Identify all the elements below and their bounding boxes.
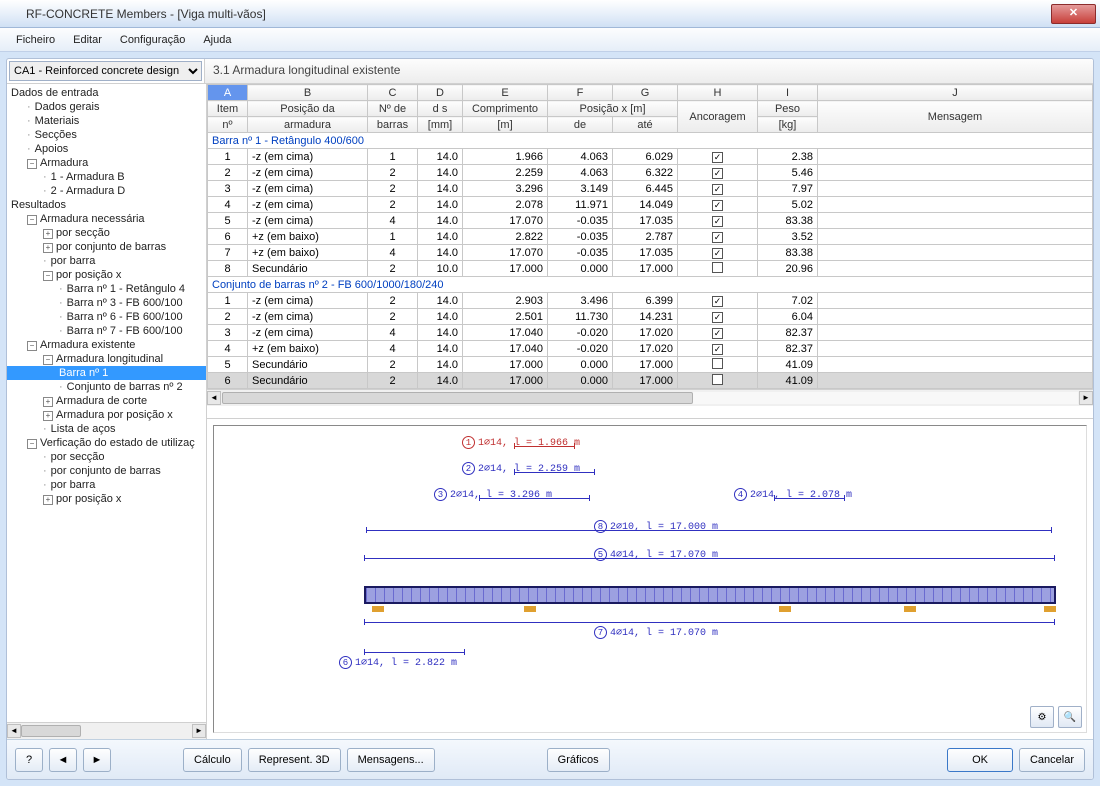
tree-armadura-longitudinal[interactable]: −Armadura longitudinal bbox=[7, 352, 206, 366]
diagram-options-button[interactable]: ⚙ bbox=[1030, 706, 1054, 728]
app-icon bbox=[4, 6, 20, 22]
table-scrollbar[interactable]: ◄ ► bbox=[207, 389, 1093, 406]
diagram-zoom-button[interactable]: 🔍 bbox=[1058, 706, 1082, 728]
tree-barra-1[interactable]: Barra nº 1 - Retângulo 4 bbox=[7, 282, 206, 296]
rebar-label-7: 74⌀14, l = 17.070 m bbox=[594, 626, 718, 639]
table-row[interactable]: 1-z (em cima)214.02.9033.4966.399✓7.02 bbox=[208, 293, 1093, 309]
table-row[interactable]: 5Secundário214.017.0000.00017.00041.09 bbox=[208, 357, 1093, 373]
table-row[interactable]: 7+z (em baixo)414.017.070-0.03517.035✓83… bbox=[208, 245, 1093, 261]
reinforcement-diagram[interactable]: ⚙ 🔍 11⌀14, l = 1.966 m 22⌀14, l = 2.259 m… bbox=[207, 418, 1093, 739]
menu-file[interactable]: Ficheiro bbox=[8, 32, 63, 48]
tree-materiais[interactable]: Materiais bbox=[7, 114, 206, 128]
navigation-tree-panel: Dados de entrada Dados gerais Materiais … bbox=[7, 84, 207, 739]
rebar-label-2: 22⌀14, l = 2.259 m bbox=[462, 462, 580, 475]
navigation-tree[interactable]: Dados de entrada Dados gerais Materiais … bbox=[7, 84, 206, 722]
cancel-button[interactable]: Cancelar bbox=[1019, 748, 1085, 772]
tree-ver-seccao[interactable]: por secção bbox=[7, 450, 206, 464]
col-b[interactable]: B bbox=[248, 85, 368, 101]
tree-armadura-posicao-x[interactable]: +Armadura por posição x bbox=[7, 408, 206, 422]
table-row[interactable]: 3-z (em cima)414.017.040-0.02017.020✓82.… bbox=[208, 325, 1093, 341]
table-row[interactable]: 8Secundário210.017.0000.00017.00020.96 bbox=[208, 261, 1093, 277]
menu-bar: Ficheiro Editar Configuração Ajuda bbox=[0, 28, 1100, 52]
close-button[interactable]: ✕ bbox=[1051, 4, 1096, 24]
ok-button[interactable]: OK bbox=[947, 748, 1013, 772]
support-icon bbox=[372, 606, 384, 612]
tree-ver-conjunto[interactable]: por conjunto de barras bbox=[7, 464, 206, 478]
rebar-label-6: 61⌀14, l = 2.822 m bbox=[339, 656, 457, 669]
tree-barra-1-sel[interactable]: Barra nº 1 bbox=[7, 366, 206, 380]
support-icon bbox=[1044, 606, 1056, 612]
tree-por-barra[interactable]: por barra bbox=[7, 254, 206, 268]
support-icon bbox=[904, 606, 916, 612]
tree-lista-acos[interactable]: Lista de aços bbox=[7, 422, 206, 436]
menu-config[interactable]: Configuração bbox=[112, 32, 193, 48]
tree-dados-gerais[interactable]: Dados gerais bbox=[7, 100, 206, 114]
title-bar: RF-CONCRETE Members - [Viga multi-vãos] … bbox=[0, 0, 1100, 28]
tree-armadura-corte[interactable]: +Armadura de corte bbox=[7, 394, 206, 408]
tree-armadura-d[interactable]: 2 - Armadura D bbox=[7, 184, 206, 198]
rebar-label-4: 42⌀14, l = 2.078 m bbox=[734, 488, 852, 501]
menu-help[interactable]: Ajuda bbox=[195, 32, 239, 48]
col-h[interactable]: H bbox=[678, 85, 758, 101]
col-a[interactable]: A bbox=[208, 85, 248, 101]
table-row[interactable]: 6+z (em baixo)114.02.822-0.0352.787✓3.52 bbox=[208, 229, 1093, 245]
table-row[interactable]: 1-z (em cima)114.01.9664.0636.029✓2.38 bbox=[208, 149, 1093, 165]
prev-button[interactable]: ◄ bbox=[49, 748, 77, 772]
panel-title: 3.1 Armadura longitudinal existente bbox=[205, 59, 1093, 83]
rebar-label-1: 11⌀14, l = 1.966 m bbox=[462, 436, 580, 449]
tree-ver-barra[interactable]: por barra bbox=[7, 478, 206, 492]
tree-armadura[interactable]: −Armadura bbox=[7, 156, 206, 170]
tree-input-data[interactable]: Dados de entrada bbox=[7, 86, 206, 100]
tree-por-posicao[interactable]: −por posição x bbox=[7, 268, 206, 282]
table-row[interactable]: 2-z (em cima)214.02.2594.0636.322✓5.46 bbox=[208, 165, 1093, 181]
tree-por-conjunto[interactable]: +por conjunto de barras bbox=[7, 240, 206, 254]
table-row[interactable]: 5-z (em cima)414.017.070-0.03517.035✓83.… bbox=[208, 213, 1093, 229]
next-button[interactable]: ► bbox=[83, 748, 111, 772]
rebar-label-5: 54⌀14, l = 17.070 m bbox=[594, 548, 718, 561]
rebar-label-3: 32⌀14, l = 3.296 m bbox=[434, 488, 552, 501]
tree-barra-3[interactable]: Barra nº 3 - FB 600/100 bbox=[7, 296, 206, 310]
footer-bar: ? ◄ ► Cálculo Represent. 3D Mensagens...… bbox=[7, 739, 1093, 779]
results-table-wrap: A B C D E F G H I J Item bbox=[207, 84, 1093, 412]
col-i[interactable]: I bbox=[758, 85, 818, 101]
col-g[interactable]: G bbox=[613, 85, 678, 101]
case-selector[interactable]: CA1 - Reinforced concrete design bbox=[9, 61, 202, 81]
table-row[interactable]: 4-z (em cima)214.02.07811.97114.049✓5.02 bbox=[208, 197, 1093, 213]
tree-por-seccao[interactable]: +por secção bbox=[7, 226, 206, 240]
tree-seccoes[interactable]: Secções bbox=[7, 128, 206, 142]
tree-armadura-necessaria[interactable]: −Armadura necessária bbox=[7, 212, 206, 226]
tree-scrollbar[interactable]: ◄► bbox=[7, 722, 206, 739]
tree-ver-posicao[interactable]: +por posição x bbox=[7, 492, 206, 506]
table-row[interactable]: 2-z (em cima)214.02.50111.73014.231✓6.04 bbox=[208, 309, 1093, 325]
help-button[interactable]: ? bbox=[15, 748, 43, 772]
col-d[interactable]: D bbox=[418, 85, 463, 101]
tree-conjunto-2[interactable]: Conjunto de barras nº 2 bbox=[7, 380, 206, 394]
col-e[interactable]: E bbox=[463, 85, 548, 101]
messages-button[interactable]: Mensagens... bbox=[347, 748, 435, 772]
case-selector-wrap: CA1 - Reinforced concrete design bbox=[7, 59, 205, 83]
tree-apoios[interactable]: Apoios bbox=[7, 142, 206, 156]
rebar-label-8: 82⌀10, l = 17.000 m bbox=[594, 520, 718, 533]
support-icon bbox=[524, 606, 536, 612]
window-title: RF-CONCRETE Members - [Viga multi-vãos] bbox=[26, 7, 1051, 21]
graphics-button[interactable]: Gráficos bbox=[547, 748, 610, 772]
tree-armadura-existente[interactable]: −Armadura existente bbox=[7, 338, 206, 352]
col-j[interactable]: J bbox=[818, 85, 1093, 101]
represent-3d-button[interactable]: Represent. 3D bbox=[248, 748, 341, 772]
tree-barra-6[interactable]: Barra nº 6 - FB 600/100 bbox=[7, 310, 206, 324]
results-table[interactable]: A B C D E F G H I J Item bbox=[207, 84, 1093, 389]
table-row[interactable]: 6Secundário214.017.0000.00017.00041.09 bbox=[208, 373, 1093, 389]
tree-resultados[interactable]: Resultados bbox=[7, 198, 206, 212]
menu-edit[interactable]: Editar bbox=[65, 32, 110, 48]
col-f[interactable]: F bbox=[548, 85, 613, 101]
tree-armadura-b[interactable]: 1 - Armadura B bbox=[7, 170, 206, 184]
support-icon bbox=[779, 606, 791, 612]
table-row[interactable]: 4+z (em baixo)414.017.040-0.02017.020✓82… bbox=[208, 341, 1093, 357]
table-row[interactable]: 3-z (em cima)214.03.2963.1496.445✓7.97 bbox=[208, 181, 1093, 197]
beam-element bbox=[364, 586, 1056, 604]
tree-verificacao[interactable]: −Verficação do estado de utilizaç bbox=[7, 436, 206, 450]
calculate-button[interactable]: Cálculo bbox=[183, 748, 242, 772]
col-c[interactable]: C bbox=[368, 85, 418, 101]
tree-barra-7[interactable]: Barra nº 7 - FB 600/100 bbox=[7, 324, 206, 338]
